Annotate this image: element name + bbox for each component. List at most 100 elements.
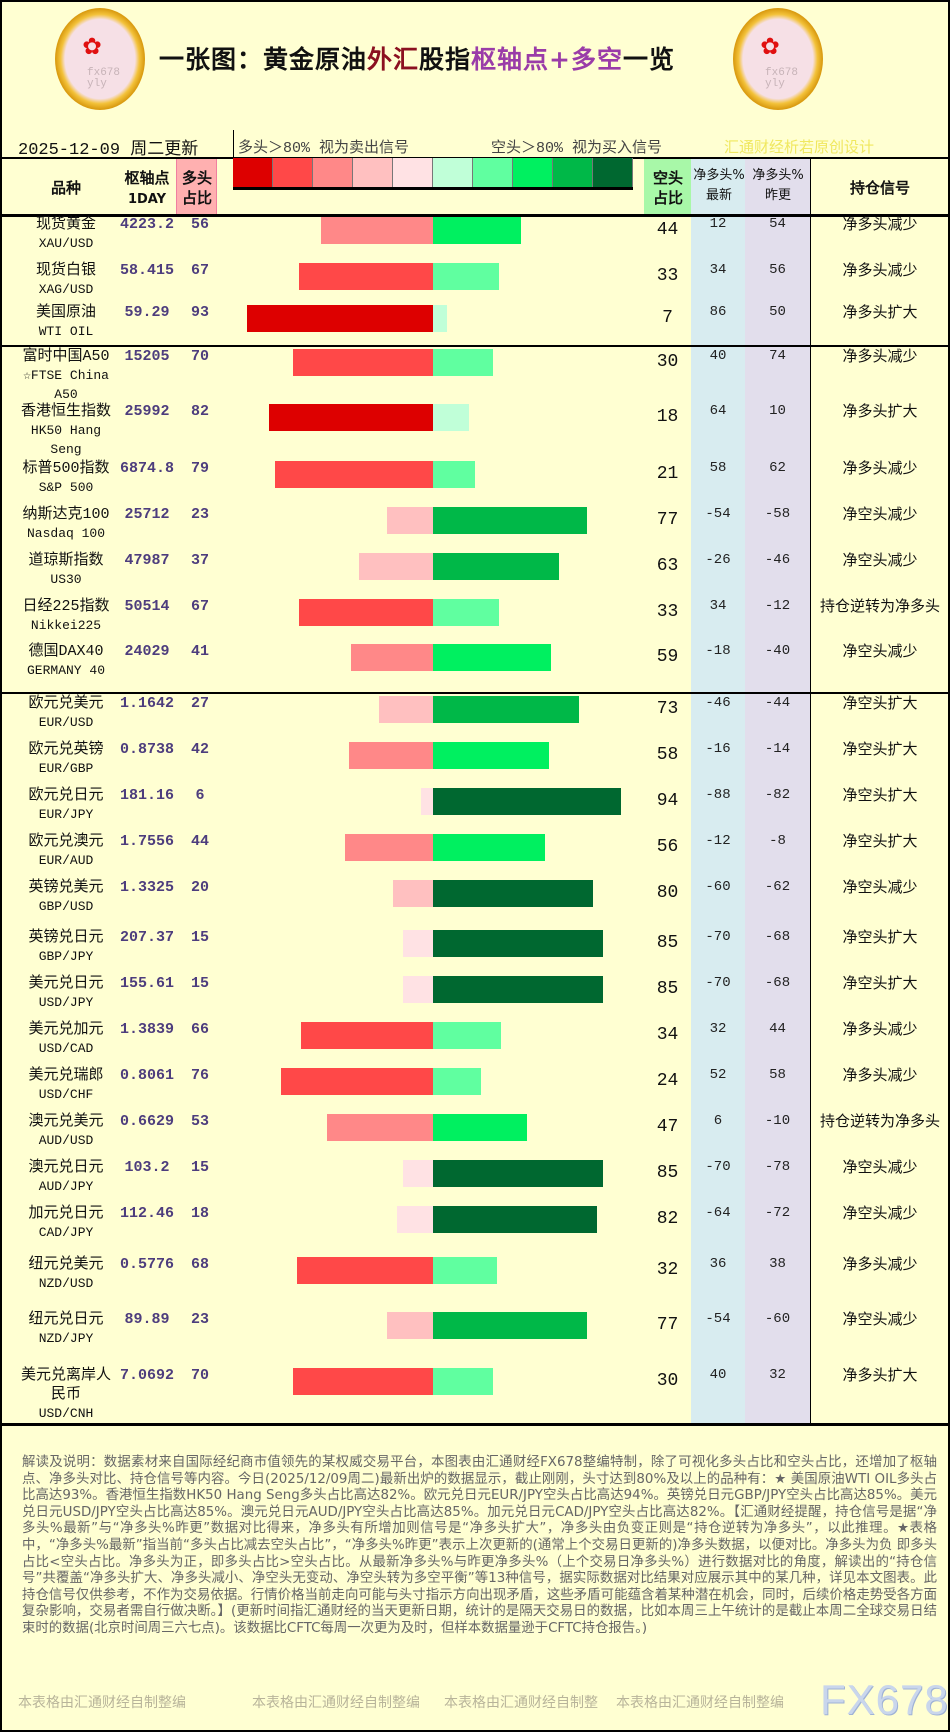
net-long-previous: 58	[769, 1067, 786, 1083]
position-signal: 净空头减少	[842, 642, 918, 660]
pivot-value: 15205	[124, 348, 170, 365]
net-long-previous: -62	[764, 879, 791, 895]
short-bar	[433, 834, 545, 861]
short-pct-value: 33	[656, 266, 679, 286]
instrument-name: 美国原油 WTI OIL	[15, 303, 117, 341]
instrument-name: 欧元兑澳元 EUR/AUD	[15, 832, 117, 870]
position-signal: 净空头扩大	[842, 740, 918, 758]
short-pct-value: 77	[656, 1315, 679, 1335]
long-bar	[321, 217, 433, 244]
instrument-name: 标普500指数 S&P 500	[15, 459, 117, 497]
pivot-value: 0.8738	[119, 741, 174, 758]
position-signal: 净多头减少	[842, 261, 918, 279]
position-signal: 净多头扩大	[842, 402, 918, 420]
net-long-latest: 12	[709, 216, 727, 232]
net-long-previous: -8	[769, 833, 786, 849]
long-pct-value: 23	[190, 506, 209, 523]
short-pct-value: 58	[656, 745, 679, 765]
position-signal: 净多头减少	[842, 1066, 918, 1084]
long-bar	[403, 976, 433, 1003]
long-pct-value: 6	[195, 787, 205, 804]
position-signal: 净多头减少	[842, 215, 918, 233]
pivot-value: 6874.8	[119, 460, 174, 477]
long-bar	[269, 404, 433, 431]
header-signal: 持仓信号	[849, 179, 910, 197]
net-long-latest: 58	[709, 460, 727, 476]
credit-text: 本表格由汇通财经自制整编	[18, 1695, 186, 1711]
position-signal: 净空头减少	[842, 1204, 918, 1222]
instrument-code: S&P 500	[38, 480, 94, 495]
long-bar	[275, 461, 433, 488]
credit-text: 本表格由汇通财经自制整编	[252, 1695, 420, 1711]
pivot-value: 181.16	[119, 787, 174, 804]
instrument-name: 纽元兑美元 NZD/USD	[15, 1255, 117, 1293]
short-pct-value: 94	[656, 791, 679, 811]
instrument-name: 现货白银 XAG/USD	[15, 261, 117, 299]
instrument-name: 道琼斯指数 US30	[15, 551, 117, 589]
long-bar	[327, 1114, 433, 1141]
net-long-previous: 10	[769, 403, 786, 419]
instrument-name: 加元兑日元 CAD/JPY	[15, 1204, 117, 1242]
long-pct-value: 15	[190, 929, 209, 946]
net-long-latest: 32	[709, 1021, 727, 1037]
short-bar	[433, 1022, 501, 1049]
long-bar	[299, 599, 433, 626]
net-long-previous: -72	[764, 1205, 791, 1221]
net-long-latest: 64	[709, 403, 727, 419]
instrument-code: EUR/JPY	[38, 807, 94, 822]
net-long-latest: 40	[709, 348, 727, 364]
instrument-code: NZD/JPY	[38, 1331, 94, 1346]
position-signal: 净空头减少	[842, 505, 918, 523]
position-signal: 净空头扩大	[842, 928, 918, 946]
legend-swatch	[513, 158, 553, 188]
instrument-code: NZD/USD	[38, 1276, 94, 1291]
instrument-name: 美元兑离岸人民币 USD/CNH	[15, 1366, 117, 1423]
net-long-latest: -70	[705, 929, 731, 945]
short-bar	[433, 880, 593, 907]
header-net-prev: 净多头%昨更	[752, 168, 804, 203]
instrument-code: USD/CNH	[38, 1406, 94, 1421]
net-long-latest: -54	[705, 506, 731, 522]
net-long-latest: 40	[709, 1367, 727, 1383]
net-long-previous: 32	[769, 1367, 786, 1383]
instrument-name: 英镑兑美元 GBP/USD	[15, 878, 117, 916]
short-pct-value: 59	[656, 647, 679, 667]
instrument-name: 香港恒生指数 HK50 Hang Seng	[15, 402, 117, 459]
pivot-value: 1.7556	[119, 833, 174, 850]
long-pct-value: 67	[190, 262, 209, 279]
instrument-name: 欧元兑英镑 EUR/GBP	[15, 740, 117, 778]
legend-swatch	[233, 158, 273, 188]
net-long-previous: -58	[764, 506, 791, 522]
net-long-previous: 38	[769, 1256, 786, 1272]
pivot-value: 1.3839	[119, 1021, 174, 1038]
instrument-code: USD/CAD	[38, 1041, 94, 1056]
short-bar	[433, 1312, 587, 1339]
short-pct-value: 44	[656, 220, 679, 240]
short-pct-value: 21	[656, 464, 679, 484]
long-pct-value: 53	[190, 1113, 209, 1130]
short-bar	[433, 644, 551, 671]
long-pct-value: 79	[190, 460, 209, 477]
instrument-name: 德国DAX40 GERMANY 40	[15, 642, 117, 680]
designer-credit: 汇通财经析若原创设计	[724, 140, 875, 157]
long-bar	[379, 696, 433, 723]
net-long-latest: -26	[705, 552, 731, 568]
instrument-name: 英镑兑日元 GBP/JPY	[15, 928, 117, 966]
long-bar	[299, 263, 433, 290]
short-pct-value: 30	[656, 1371, 679, 1391]
instrument-code: GBP/USD	[38, 899, 94, 914]
position-signal: 净空头减少	[842, 1158, 918, 1176]
logo-right: ✿ fx678 yly	[733, 8, 823, 110]
net-long-previous: 74	[769, 348, 786, 364]
pivot-value: 103.2	[124, 1159, 170, 1176]
short-bar	[433, 263, 499, 290]
long-pct-value: 44	[190, 833, 209, 850]
legend-swatch	[433, 158, 473, 188]
legend-swatch	[593, 158, 633, 188]
instrument-name: 富时中国A50 ☆FTSE China A50	[15, 347, 117, 404]
pivot-value: 0.6629	[119, 1113, 174, 1130]
short-pct-value: 47	[656, 1117, 679, 1137]
pivot-value: 24029	[124, 643, 170, 660]
long-pct-value: 42	[190, 741, 209, 758]
